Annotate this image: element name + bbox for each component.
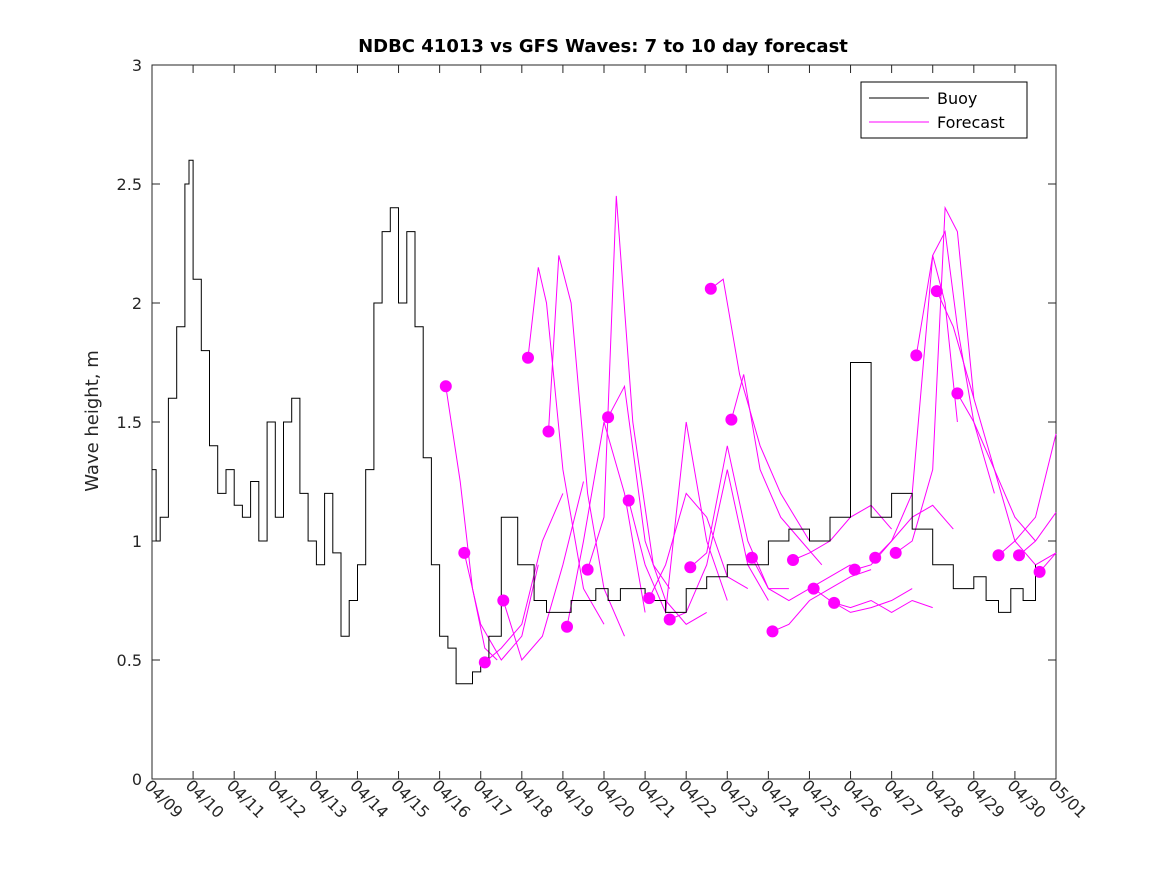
forecast-start-marker xyxy=(542,425,555,438)
y-tick-label: 2 xyxy=(132,294,142,313)
legend-label-buoy: Buoy xyxy=(937,89,977,108)
forecast-line xyxy=(566,421,646,627)
forecast-start-marker xyxy=(848,563,861,576)
y-tick-label: 1.5 xyxy=(117,413,142,432)
forecast-start-marker xyxy=(889,546,902,559)
forecast-start-marker xyxy=(497,594,510,607)
y-tick-label: 2.5 xyxy=(117,175,142,194)
forecast-start-marker xyxy=(602,411,615,424)
forecast-line xyxy=(502,481,584,662)
forecast-start-marker xyxy=(869,551,882,564)
forecast-line xyxy=(792,504,892,561)
forecast-start-marker xyxy=(951,387,964,400)
forecast-start-marker xyxy=(704,282,717,295)
forecast-start-marker xyxy=(439,380,452,393)
forecast-start-marker xyxy=(684,561,697,574)
forecast-line xyxy=(1018,512,1057,556)
forecast-start-marker xyxy=(663,613,676,626)
forecast-start-marker xyxy=(522,351,534,364)
forecast-start-marker xyxy=(745,551,758,564)
forecast-start-marker xyxy=(992,549,1005,562)
y-tick-label: 0.5 xyxy=(117,651,142,670)
forecast-start-marker xyxy=(1013,549,1025,562)
forecast-line xyxy=(527,267,605,625)
forecast-start-marker xyxy=(643,592,656,605)
forecast-start-marker xyxy=(910,349,923,362)
forecast-start-marker xyxy=(622,494,635,507)
forecast-start-marker xyxy=(787,554,799,566)
forecast-line xyxy=(874,255,958,559)
forecast-start-marker xyxy=(807,582,820,595)
y-tick-label: 1 xyxy=(132,532,142,551)
y-tick-label: 0 xyxy=(132,770,142,789)
forecast-line xyxy=(854,504,954,571)
forecast-line xyxy=(751,557,851,602)
forecast-line xyxy=(730,374,823,566)
chart-title: NDBC 41013 vs GFS Waves: 7 to 10 day for… xyxy=(358,36,848,57)
forecast-start-marker xyxy=(581,563,594,576)
forecast-line xyxy=(648,492,749,599)
forecast-line xyxy=(548,255,625,637)
forecast-start-marker xyxy=(458,546,471,559)
forecast-start-marker xyxy=(828,596,841,609)
buoy-line xyxy=(152,159,1036,685)
forecast-line xyxy=(669,469,769,620)
forecast-line xyxy=(998,433,1057,556)
forecast-line xyxy=(833,599,933,613)
forecast-start-marker xyxy=(478,656,491,669)
forecast-start-marker xyxy=(930,285,943,298)
legend-box xyxy=(860,81,1028,139)
forecast-line xyxy=(915,229,995,494)
legend: Buoy Forecast xyxy=(860,81,1028,139)
forecast-line xyxy=(587,195,671,589)
forecast-line xyxy=(936,290,1036,542)
legend-label-forecast: Forecast xyxy=(937,113,1005,132)
forecast-line xyxy=(607,384,707,625)
forecast-start-marker xyxy=(1033,565,1046,578)
forecast-line xyxy=(813,588,913,613)
forecast-start-marker xyxy=(766,625,779,638)
forecast-start-marker xyxy=(725,413,738,426)
forecast-start-marker xyxy=(561,620,573,633)
forecast-line xyxy=(463,552,539,661)
forecast-line xyxy=(689,445,789,590)
forecast-line xyxy=(484,493,564,663)
y-axis-title: Wave height, m xyxy=(82,350,103,491)
y-tick-label: 3 xyxy=(132,56,142,75)
forecast-line xyxy=(895,205,975,554)
forecast-line xyxy=(956,393,1057,566)
